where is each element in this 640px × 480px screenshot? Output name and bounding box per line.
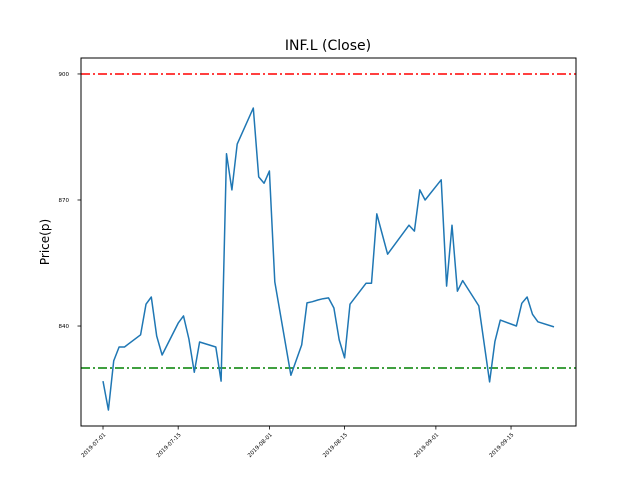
chart-title: INF.L (Close) xyxy=(285,38,371,54)
y-tick-label: 870 xyxy=(59,198,70,204)
y-tick-label: 900 xyxy=(59,72,70,78)
plot-frame xyxy=(80,57,577,427)
y-tick-label: 840 xyxy=(59,324,70,330)
series-line-close xyxy=(102,107,555,411)
y-axis-label: Price(p) xyxy=(38,219,52,265)
